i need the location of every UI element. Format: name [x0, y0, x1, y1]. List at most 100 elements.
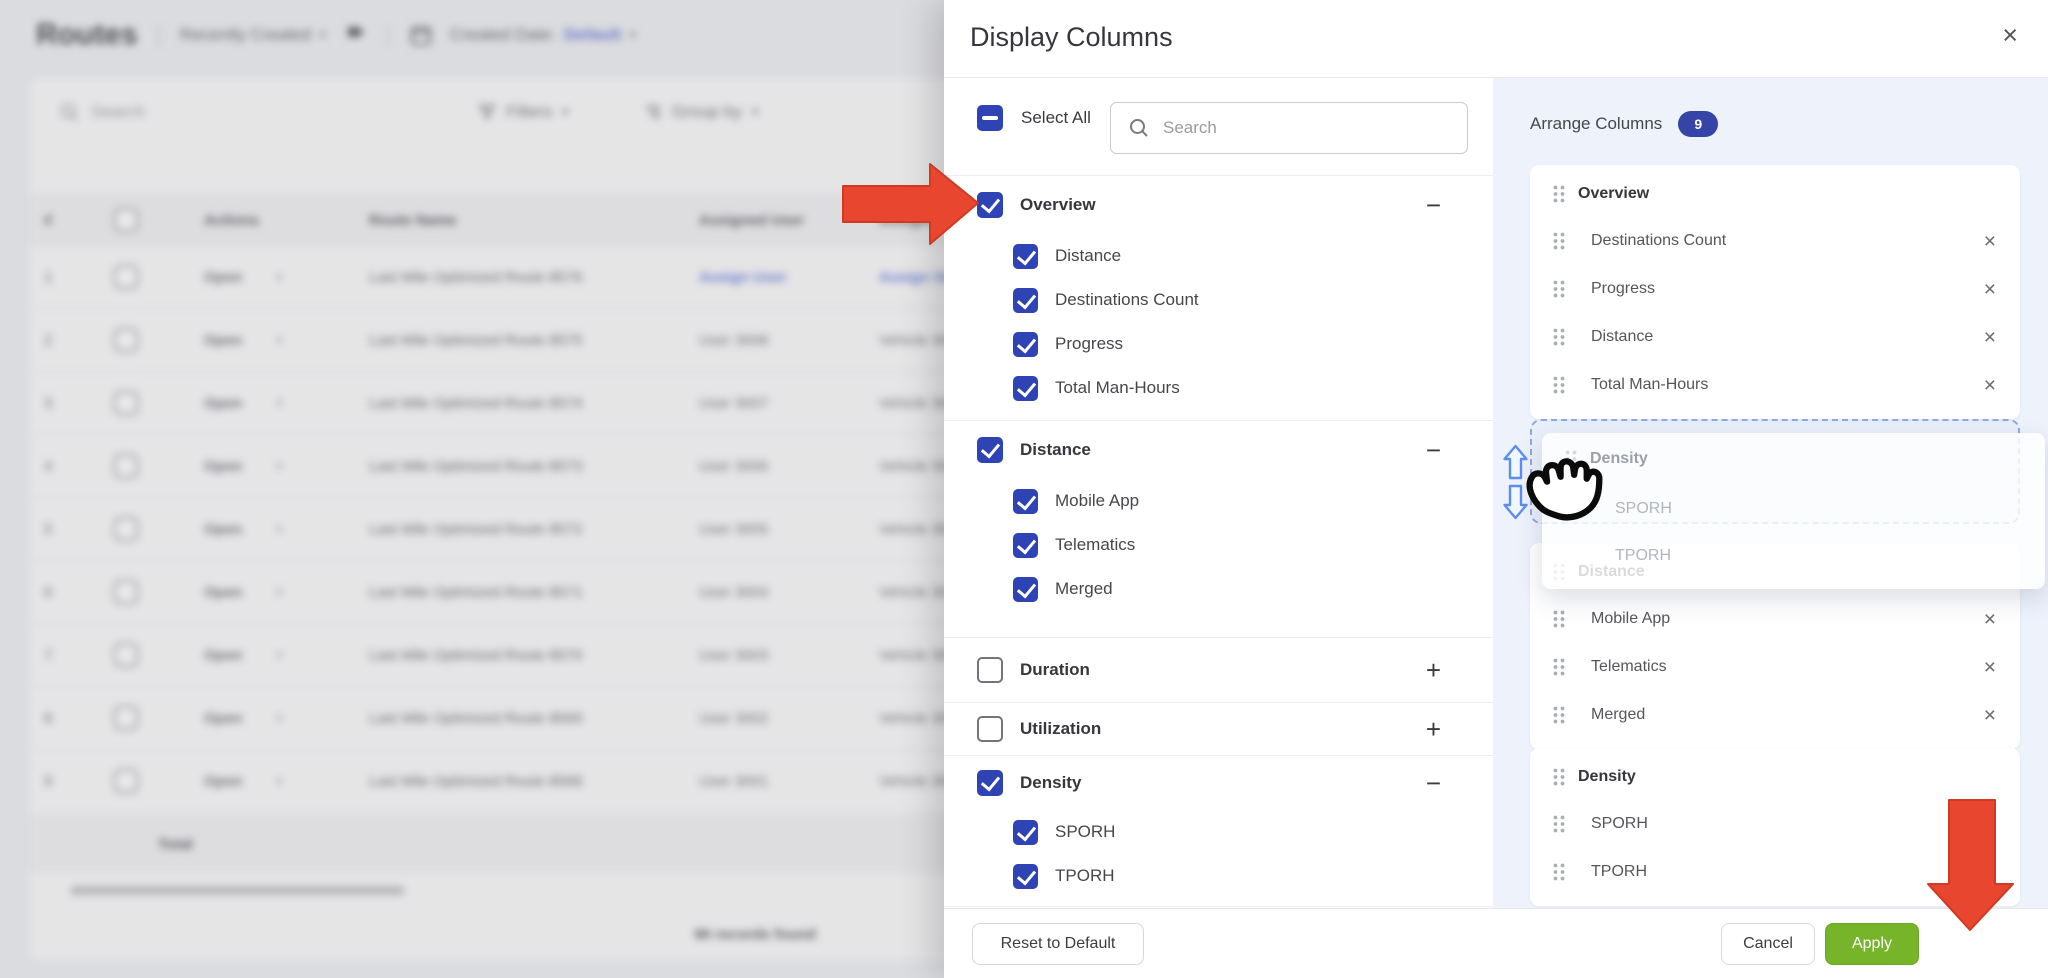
remove-column-icon[interactable]: ×: [1983, 607, 1996, 631]
assigned-vehicle[interactable]: Vehicle 3002: [879, 709, 965, 727]
group-expand-toggle[interactable]: +: [1425, 655, 1441, 685]
select-all-checkbox[interactable]: [977, 105, 1003, 131]
group-expand-toggle[interactable]: −: [1425, 190, 1441, 220]
saved-view-icon[interactable]: [344, 23, 368, 47]
drag-handle-icon[interactable]: [1552, 767, 1566, 787]
route-name: Last Mile Optimized Route 8573: [369, 457, 583, 475]
open-button[interactable]: Open: [204, 646, 243, 664]
close-icon[interactable]: ×: [2002, 20, 2018, 50]
drag-handle-icon[interactable]: [1552, 184, 1566, 204]
horizontal-scrollbar[interactable]: [70, 886, 405, 895]
assigned-vehicle[interactable]: Vehicle 3001: [879, 772, 965, 790]
group-checkbox[interactable]: [977, 437, 1003, 463]
column-checkbox[interactable]: [1013, 488, 1038, 514]
group-checkbox[interactable]: [977, 716, 1003, 742]
column-checkbox[interactable]: [1013, 576, 1038, 602]
column-checkbox[interactable]: [1013, 532, 1038, 558]
drag-handle-icon[interactable]: [1552, 279, 1566, 299]
column-checkbox[interactable]: [1013, 331, 1038, 357]
arrow-up-icon: [1503, 444, 1528, 480]
remove-column-icon[interactable]: ×: [1983, 277, 1996, 301]
open-button[interactable]: Open: [204, 520, 243, 538]
drag-handle-icon[interactable]: [1552, 375, 1566, 395]
drag-handle-icon[interactable]: [1552, 657, 1566, 677]
drag-handle-icon[interactable]: [1552, 327, 1566, 347]
chevron-down-icon[interactable]: ▾: [276, 774, 283, 788]
group-checkbox[interactable]: [977, 770, 1003, 796]
columns-search-input[interactable]: [1163, 118, 1403, 138]
row-checkbox[interactable]: [114, 706, 138, 730]
column-checkbox[interactable]: [1013, 863, 1038, 889]
column-checkbox[interactable]: [1013, 287, 1038, 313]
select-all-rows-checkbox[interactable]: [114, 208, 138, 232]
row-checkbox[interactable]: [114, 454, 138, 478]
open-button[interactable]: Open: [204, 457, 243, 475]
row-checkbox[interactable]: [114, 328, 138, 352]
row-checkbox[interactable]: [114, 769, 138, 793]
group-checkbox[interactable]: [977, 192, 1003, 218]
chevron-down-icon[interactable]: ▾: [276, 333, 283, 347]
remove-column-icon[interactable]: ×: [1983, 373, 1996, 397]
assigned-vehicle[interactable]: Vehicle 3008: [879, 331, 965, 349]
row-checkbox[interactable]: [114, 391, 138, 415]
row-checkbox[interactable]: [114, 517, 138, 541]
open-button[interactable]: Open: [204, 709, 243, 727]
drag-handle-icon[interactable]: [1552, 862, 1566, 882]
reset-to-default-button[interactable]: Reset to Default: [972, 923, 1144, 965]
assigned-vehicle[interactable]: Vehicle 3006: [879, 457, 965, 475]
chevron-down-icon[interactable]: ▾: [276, 270, 283, 284]
arrange-group-header: Density: [1530, 754, 2020, 800]
column-checkbox[interactable]: [1013, 243, 1038, 269]
col-header-actions: Actions: [204, 211, 260, 229]
remove-column-icon[interactable]: ×: [1983, 325, 1996, 349]
chevron-down-icon[interactable]: ▾: [276, 585, 283, 599]
assigned-vehicle[interactable]: Vehicle 3004: [879, 583, 965, 601]
drag-handle-icon[interactable]: [1552, 705, 1566, 725]
remove-column-icon[interactable]: ×: [1983, 655, 1996, 679]
created-date-filter[interactable]: Created Date: Default ▾: [450, 25, 637, 44]
row-checkbox[interactable]: [114, 580, 138, 604]
row-checkbox[interactable]: [114, 265, 138, 289]
group-expand-toggle[interactable]: +: [1425, 714, 1441, 744]
group-expand-toggle[interactable]: −: [1425, 435, 1441, 465]
group-checkbox[interactable]: [977, 657, 1003, 683]
assigned-user[interactable]: User 3006: [699, 457, 769, 475]
assigned-vehicle[interactable]: Vehicle 3003: [879, 646, 965, 664]
open-button[interactable]: Open: [204, 394, 243, 412]
remove-column-icon[interactable]: ×: [1983, 229, 1996, 253]
chevron-down-icon[interactable]: ▾: [276, 648, 283, 662]
chevron-down-icon[interactable]: ▾: [276, 396, 283, 410]
assigned-user[interactable]: Assign User: [699, 268, 787, 286]
drag-handle-icon[interactable]: [1552, 814, 1566, 834]
apply-button[interactable]: Apply: [1825, 923, 1919, 965]
view-selector[interactable]: Recently Created ▾: [179, 25, 326, 44]
remove-column-icon[interactable]: ×: [1983, 703, 1996, 727]
chevron-down-icon[interactable]: ▾: [276, 522, 283, 536]
chevron-down-icon[interactable]: ▾: [276, 459, 283, 473]
group-by-button[interactable]: Group by ▾: [644, 102, 758, 122]
group-expand-toggle[interactable]: −: [1425, 768, 1441, 798]
assigned-user[interactable]: User 3003: [699, 646, 769, 664]
drag-handle-icon[interactable]: [1552, 231, 1566, 251]
column-checkbox[interactable]: [1013, 375, 1038, 401]
open-button[interactable]: Open: [204, 583, 243, 601]
row-checkbox[interactable]: [114, 643, 138, 667]
assigned-vehicle[interactable]: Vehicle 3007: [879, 394, 965, 412]
chevron-down-icon[interactable]: ▾: [276, 711, 283, 725]
assigned-user[interactable]: User 3005: [699, 520, 769, 538]
assigned-vehicle[interactable]: Vehicle 3005: [879, 520, 965, 538]
cancel-button[interactable]: Cancel: [1721, 923, 1815, 965]
open-button[interactable]: Open: [204, 331, 243, 349]
column-checkbox[interactable]: [1013, 819, 1038, 845]
dragged-group-card[interactable]: Density SPORH TPORH: [1542, 433, 2045, 589]
drag-handle-icon[interactable]: [1552, 609, 1566, 629]
filters-button[interactable]: Filters ▾: [478, 102, 569, 122]
assigned-user[interactable]: User 3002: [699, 709, 769, 727]
assigned-user[interactable]: User 3008: [699, 331, 769, 349]
assigned-user[interactable]: User 3001: [699, 772, 769, 790]
assigned-user[interactable]: User 3007: [699, 394, 769, 412]
open-button[interactable]: Open: [204, 268, 243, 286]
table-search-input[interactable]: Search: [60, 102, 145, 122]
open-button[interactable]: Open: [204, 772, 243, 790]
assigned-user[interactable]: User 3004: [699, 583, 769, 601]
